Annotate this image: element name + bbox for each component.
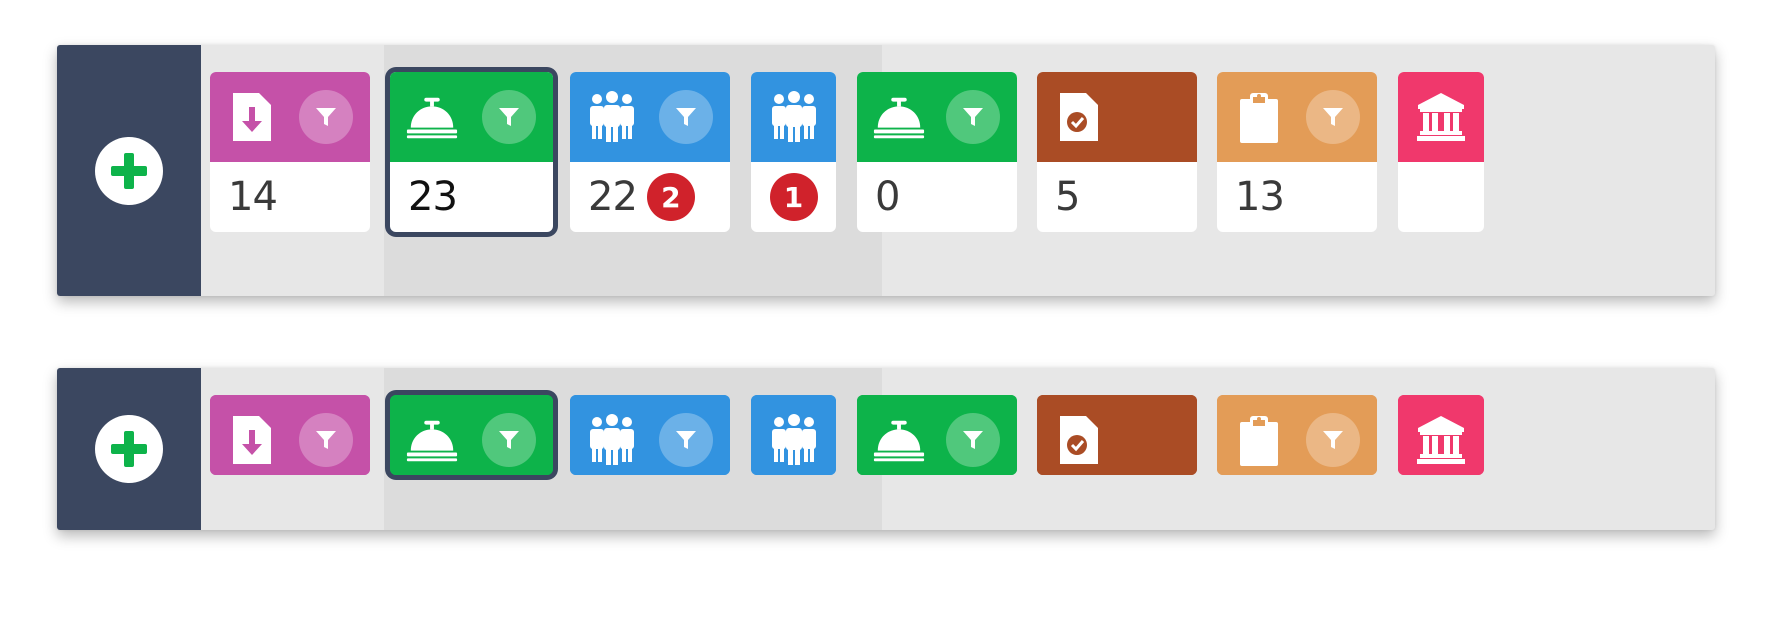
file-check-icon xyxy=(1052,90,1106,144)
sidebar-strip xyxy=(57,45,201,296)
tile-header xyxy=(1398,395,1484,475)
plus-icon xyxy=(111,152,147,189)
notification-badge: 1 xyxy=(769,173,818,221)
bank-icon xyxy=(1414,413,1468,467)
filter-icon xyxy=(1320,104,1346,130)
service-bell-icon xyxy=(872,413,926,467)
filter-button[interactable] xyxy=(946,90,1000,144)
service-bell-icon xyxy=(405,413,459,467)
status-tile[interactable] xyxy=(1217,395,1377,475)
tile-header xyxy=(210,72,370,162)
file-download-icon xyxy=(225,413,279,467)
service-bell-icon xyxy=(872,90,926,144)
group-icon xyxy=(585,90,639,144)
tile-count: 22 xyxy=(588,174,638,220)
tile-header xyxy=(1398,72,1484,162)
filter-button[interactable] xyxy=(299,90,353,144)
tile-header xyxy=(570,395,730,475)
filter-icon xyxy=(1320,427,1346,453)
notification-badge: 2 xyxy=(646,173,695,221)
dashboard-toolbar-compact xyxy=(57,368,1715,530)
tile-body: 0 xyxy=(857,162,1017,232)
tile-header xyxy=(751,72,836,162)
tile-count: 0 xyxy=(875,174,900,220)
filter-button[interactable] xyxy=(482,413,536,467)
add-button[interactable] xyxy=(95,415,163,483)
filter-button[interactable] xyxy=(1306,90,1360,144)
tile-header xyxy=(857,72,1017,162)
tile-body: 22 2 xyxy=(570,162,730,232)
filter-icon xyxy=(673,104,699,130)
tile-header xyxy=(857,395,1017,475)
filter-icon xyxy=(673,427,699,453)
group-icon xyxy=(585,413,639,467)
add-button[interactable] xyxy=(95,136,163,205)
tile-header xyxy=(1217,72,1377,162)
filter-button[interactable] xyxy=(659,90,713,144)
plus-icon xyxy=(111,431,147,467)
file-download-icon xyxy=(225,90,279,144)
filter-icon xyxy=(960,104,986,130)
status-tile[interactable] xyxy=(1398,395,1484,475)
status-tile[interactable]: 13 xyxy=(1217,72,1377,232)
service-bell-icon xyxy=(405,90,459,144)
status-tile[interactable] xyxy=(210,395,370,475)
filter-icon xyxy=(313,104,339,130)
filter-icon xyxy=(313,427,339,453)
tile-count: 23 xyxy=(408,174,458,220)
filter-icon xyxy=(496,427,522,453)
status-tile[interactable] xyxy=(570,395,730,475)
status-tile[interactable] xyxy=(390,395,553,475)
filter-icon xyxy=(496,104,522,130)
status-tile[interactable] xyxy=(1398,72,1484,232)
file-check-icon xyxy=(1052,413,1106,467)
filter-button[interactable] xyxy=(659,413,713,467)
status-tile[interactable]: 5 xyxy=(1037,72,1197,232)
status-tile[interactable] xyxy=(1037,395,1197,475)
filter-button[interactable] xyxy=(1306,413,1360,467)
tile-header xyxy=(1217,395,1377,475)
tile-body: 5 xyxy=(1037,162,1197,232)
tile-body: 1 xyxy=(751,162,836,232)
clipboard-icon xyxy=(1232,90,1286,144)
status-tile[interactable] xyxy=(751,395,836,475)
tile-count: 14 xyxy=(228,174,278,220)
filter-button[interactable] xyxy=(482,90,536,144)
group-icon xyxy=(767,90,821,144)
sidebar-strip xyxy=(57,368,201,530)
group-icon xyxy=(767,413,821,467)
tile-header xyxy=(210,395,370,475)
status-tile[interactable]: 1 xyxy=(751,72,836,232)
tile-count: 5 xyxy=(1055,174,1080,220)
tile-body: 23 xyxy=(390,162,553,232)
status-tile[interactable]: 22 2 xyxy=(570,72,730,232)
tile-body: 14 xyxy=(210,162,370,232)
tile-header xyxy=(390,72,553,162)
bank-icon xyxy=(1414,90,1468,144)
tile-header xyxy=(1037,395,1197,475)
clipboard-icon xyxy=(1232,413,1286,467)
status-tile[interactable]: 14 xyxy=(210,72,370,232)
tile-header xyxy=(751,395,836,475)
tile-header xyxy=(1037,72,1197,162)
tile-header xyxy=(390,395,553,475)
filter-icon xyxy=(960,427,986,453)
status-tile[interactable]: 23 xyxy=(390,72,553,232)
status-tile[interactable]: 0 xyxy=(857,72,1017,232)
tile-body xyxy=(1398,162,1484,232)
filter-button[interactable] xyxy=(946,413,1000,467)
filter-button[interactable] xyxy=(299,413,353,467)
tile-body: 13 xyxy=(1217,162,1377,232)
dashboard-toolbar-expanded: 14 23 22 2 1 0 5 13 xyxy=(57,45,1715,296)
tile-count: 13 xyxy=(1235,174,1285,220)
status-tile[interactable] xyxy=(857,395,1017,475)
tile-header xyxy=(570,72,730,162)
